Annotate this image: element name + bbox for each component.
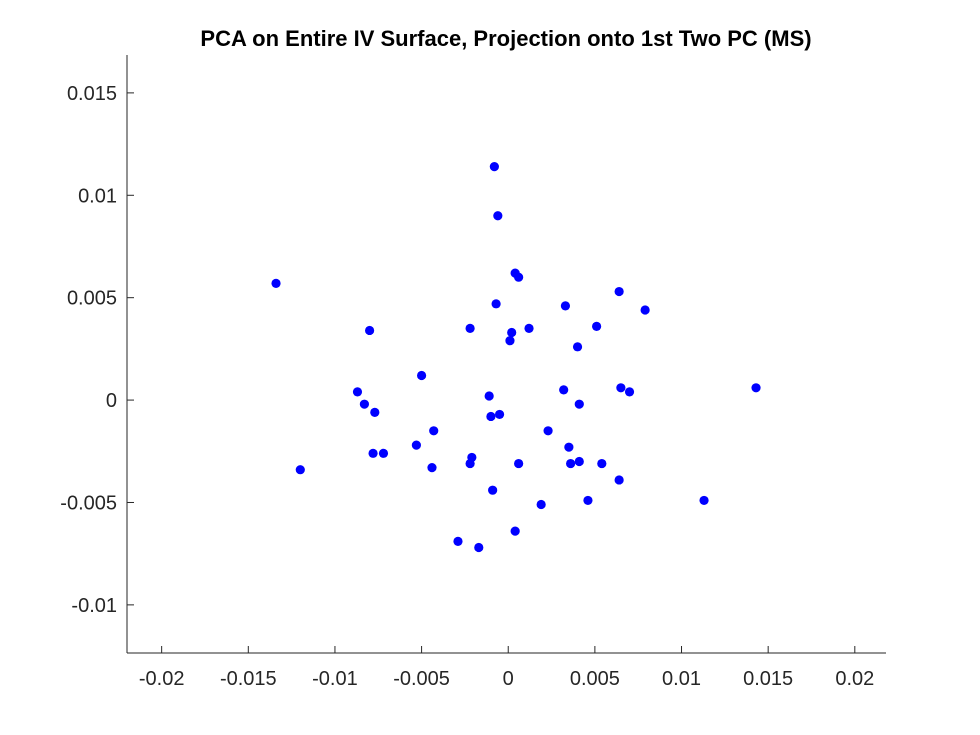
data-point: [524, 323, 534, 334]
data-point: [614, 286, 624, 297]
data-point: [514, 272, 524, 282]
data-point: [514, 458, 524, 469]
data-point: [624, 387, 635, 397]
data-point: [494, 409, 505, 420]
data-point: [559, 385, 569, 395]
data-point: [614, 475, 624, 485]
data-point: [429, 426, 439, 436]
data-point: [352, 387, 363, 397]
x-tick-label: 0.01: [662, 668, 701, 690]
data-point: [616, 383, 626, 393]
data-point: [365, 325, 375, 336]
y-tick-label: -0.01: [71, 595, 117, 617]
x-tick-label: 0.015: [743, 668, 793, 690]
data-point: [507, 327, 517, 338]
data-point: [427, 463, 437, 473]
data-point: [453, 536, 463, 546]
data-point: [271, 278, 281, 288]
data-point: [370, 407, 380, 417]
data-point: [640, 305, 650, 315]
data-point: [411, 440, 421, 450]
data-point: [474, 542, 484, 553]
data-point: [566, 458, 576, 469]
data-point: [699, 495, 709, 506]
y-tick-label: 0.005: [67, 288, 117, 310]
data-point: [572, 342, 583, 352]
data-point: [493, 211, 503, 221]
data-point: [592, 321, 602, 331]
ticks: -0.02 -0.015 -0.01 -0.005 0 0.005 0.01 0.015 0.0…: [60, 83, 874, 690]
data-point: [359, 399, 370, 409]
y-tick-label: 0.01: [78, 185, 117, 207]
data-point: [416, 370, 427, 381]
data-point: [574, 399, 584, 409]
data-point: [583, 495, 593, 506]
x-tick-label: 0.02: [835, 668, 874, 690]
data-point: [751, 383, 761, 393]
data-point: [491, 299, 501, 309]
data-points: [271, 162, 761, 553]
data-point: [465, 323, 475, 334]
data-point: [488, 485, 498, 495]
x-tick-label: 0: [503, 668, 514, 690]
data-point: [597, 458, 607, 469]
data-point: [536, 499, 546, 510]
x-tick-label: -0.01: [312, 668, 358, 690]
data-point: [560, 301, 571, 311]
x-tick-label: -0.015: [220, 668, 277, 690]
y-tick-label: 0.015: [67, 83, 117, 105]
data-point: [510, 526, 520, 536]
data-point: [505, 336, 515, 346]
data-point: [486, 411, 496, 422]
axes: [126, 55, 886, 654]
x-tick-label: -0.005: [393, 668, 450, 690]
data-point: [465, 458, 475, 469]
x-tick-label: -0.02: [139, 668, 185, 690]
data-point: [564, 442, 574, 452]
data-point: [295, 465, 305, 475]
y-tick-label: 0: [106, 390, 117, 412]
x-tick-label: 0.005: [570, 668, 620, 690]
data-point: [543, 426, 553, 436]
data-point: [378, 448, 389, 458]
data-point: [368, 448, 378, 458]
data-point: [489, 162, 499, 172]
data-point: [574, 456, 584, 467]
data-point: [484, 391, 494, 401]
y-tick-label: -0.005: [60, 492, 117, 514]
chart-title: PCA on Entire IV Surface, Projection ont…: [200, 26, 811, 51]
